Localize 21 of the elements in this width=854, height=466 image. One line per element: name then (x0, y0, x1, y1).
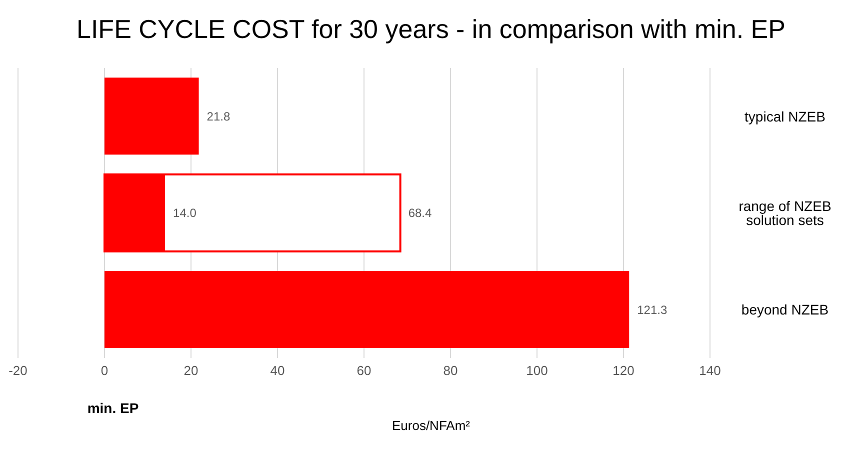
x-tick-label: -20 (8, 363, 28, 378)
bar (104, 271, 630, 348)
chart-title: LIFE CYCLE COST for 30 years - in comparison with min. EP (76, 14, 786, 45)
bar (104, 78, 199, 155)
x-tick-label: 60 (356, 363, 372, 378)
data-label: 68.4 (408, 206, 432, 220)
x-tick-label: 40 (270, 363, 285, 378)
data-label: 14.0 (173, 206, 197, 220)
x-tick-label: 120 (612, 363, 634, 378)
y-tick-label: beyond NZEB (741, 302, 829, 318)
x-tick-label: 0 (100, 363, 108, 378)
x-tick-label: 100 (526, 363, 548, 378)
data-label: 121.3 (637, 302, 668, 317)
y-tick-label: range of NZEB solution sets (738, 198, 832, 228)
x-tick-label: 80 (443, 363, 458, 378)
x-tick-label: 20 (184, 363, 198, 378)
text: min. EP (86, 400, 140, 416)
y-tick-label: typical NZEB (744, 108, 826, 124)
x-axis-title: Euros/NFAm² (390, 418, 471, 433)
data-label: 21.8 (206, 109, 230, 124)
x-tick-label: 140 (699, 363, 721, 378)
